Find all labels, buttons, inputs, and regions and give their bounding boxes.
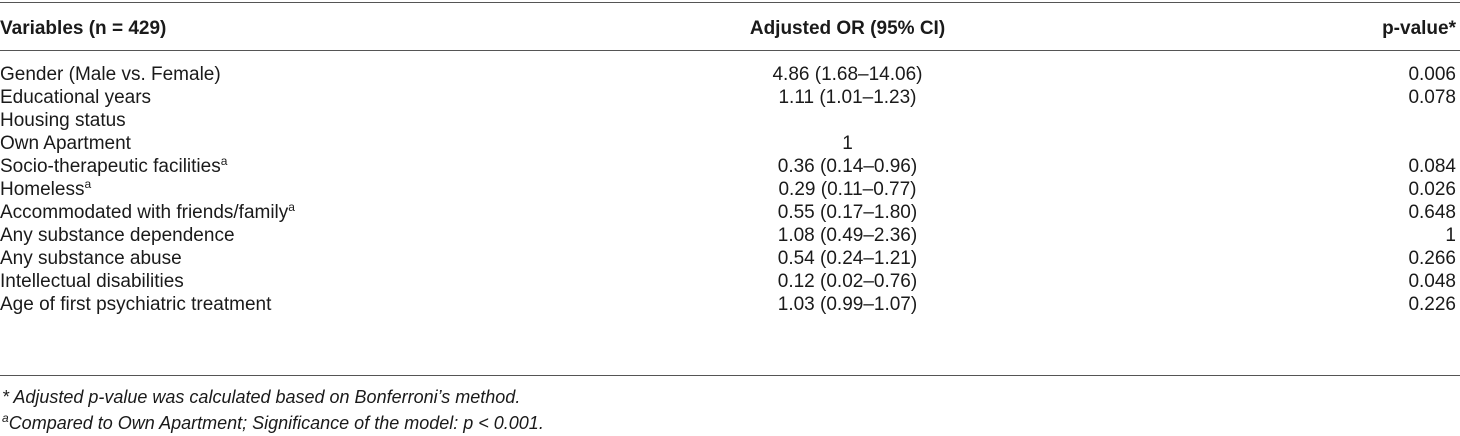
row-variable: Housing status (0, 110, 126, 131)
row-p-value: 0.648 (1408, 202, 1456, 223)
row-variable: Homeless (0, 179, 85, 200)
row-odds-ratio (580, 109, 1115, 132)
table-bottom-rule (0, 375, 1460, 376)
regression-results-table: Variables (n = 429) Adjusted OR (95% CI)… (0, 6, 1460, 316)
row-odds-ratio: 1.03 (0.99–1.07) (777, 294, 918, 315)
footnote-marker-a: a (288, 200, 295, 214)
row-odds-ratio: 1 (842, 133, 853, 154)
table-row: Socio-therapeutic facilitiesa 0.36 (0.14… (0, 155, 1460, 178)
row-p-value: 0.078 (1408, 87, 1456, 108)
header-adjusted-or: Adjusted OR (95% CI) (749, 17, 946, 39)
footnote-marker-a: a (220, 154, 228, 168)
table-header-row: Variables (n = 429) Adjusted OR (95% CI)… (0, 6, 1460, 50)
table-row: Homelessa 0.29 (0.11–0.77) 0.026 (0, 178, 1460, 201)
row-odds-ratio: 0.54 (0.24–1.21) (777, 248, 918, 269)
footnote-bonferroni: * Adjusted p-value was calculated based … (2, 387, 521, 407)
row-variable: Socio-therapeutic facilities (0, 156, 221, 177)
row-variable: Intellectual disabilities (0, 271, 184, 292)
footnote-a-text: Compared to Own Apartment; Significance … (8, 413, 544, 433)
footnote-a-marker: a (2, 411, 9, 425)
row-odds-ratio: 1.08 (0.49–2.36) (777, 225, 918, 246)
footnote-a: aCompared to Own Apartment; Significance… (2, 410, 544, 436)
table-row: Accommodated with friends/familya 0.55 (… (0, 201, 1460, 224)
row-p-value: 1 (1445, 225, 1456, 246)
row-variable: Educational years (0, 87, 152, 108)
row-p-value: 0.226 (1408, 294, 1456, 315)
row-p-value: 0.026 (1408, 179, 1456, 200)
table-row: Age of first psychiatric treatment 1.03 … (0, 293, 1460, 316)
table-row: Housing status (0, 109, 1460, 132)
table-row: Own Apartment 1 (0, 132, 1460, 155)
row-p-value (1115, 132, 1460, 155)
row-odds-ratio: 0.29 (0.11–0.77) (778, 179, 917, 200)
row-variable-cell: Accommodated with friends/familya (0, 201, 580, 224)
table-row: Any substance abuse 0.54 (0.24–1.21) 0.2… (0, 247, 1460, 270)
row-odds-ratio: 4.86 (1.68–14.06) (772, 64, 923, 85)
row-variable: Age of first psychiatric treatment (0, 294, 272, 315)
row-variable: Gender (Male vs. Female) (0, 64, 221, 85)
row-variable-cell: Socio-therapeutic facilitiesa (0, 155, 580, 178)
row-variable-cell: Homelessa (0, 178, 580, 201)
row-p-value: 0.084 (1408, 156, 1456, 177)
table-header-rule (0, 50, 1460, 51)
row-odds-ratio: 0.12 (0.02–0.76) (777, 271, 918, 292)
row-p-value (1115, 109, 1460, 132)
table-row: Any substance dependence 1.08 (0.49–2.36… (0, 224, 1460, 247)
table-row: Gender (Male vs. Female) 4.86 (1.68–14.0… (0, 50, 1460, 86)
row-variable: Any substance dependence (0, 225, 235, 246)
row-variable: Accommodated with friends/family (0, 202, 289, 223)
row-variable: Any substance abuse (0, 248, 182, 269)
row-odds-ratio: 0.36 (0.14–0.96) (777, 156, 918, 177)
table-row: Intellectual disabilities 0.12 (0.02–0.7… (0, 270, 1460, 293)
header-variables: Variables (n = 429) (0, 17, 167, 39)
row-variable: Own Apartment (0, 133, 131, 154)
row-p-value: 0.266 (1408, 248, 1456, 269)
header-p-value: p-value* (1382, 17, 1456, 39)
table-top-rule (0, 2, 1460, 3)
row-p-value: 0.048 (1408, 271, 1456, 292)
row-p-value: 0.006 (1408, 64, 1456, 85)
table-footnotes: * Adjusted p-value was calculated based … (2, 384, 544, 436)
row-odds-ratio: 1.11 (1.01–1.23) (778, 87, 917, 108)
table-row: Educational years 1.11 (1.01–1.23) 0.078 (0, 86, 1460, 109)
row-odds-ratio: 0.55 (0.17–1.80) (777, 202, 918, 223)
footnote-marker-a: a (84, 177, 92, 191)
